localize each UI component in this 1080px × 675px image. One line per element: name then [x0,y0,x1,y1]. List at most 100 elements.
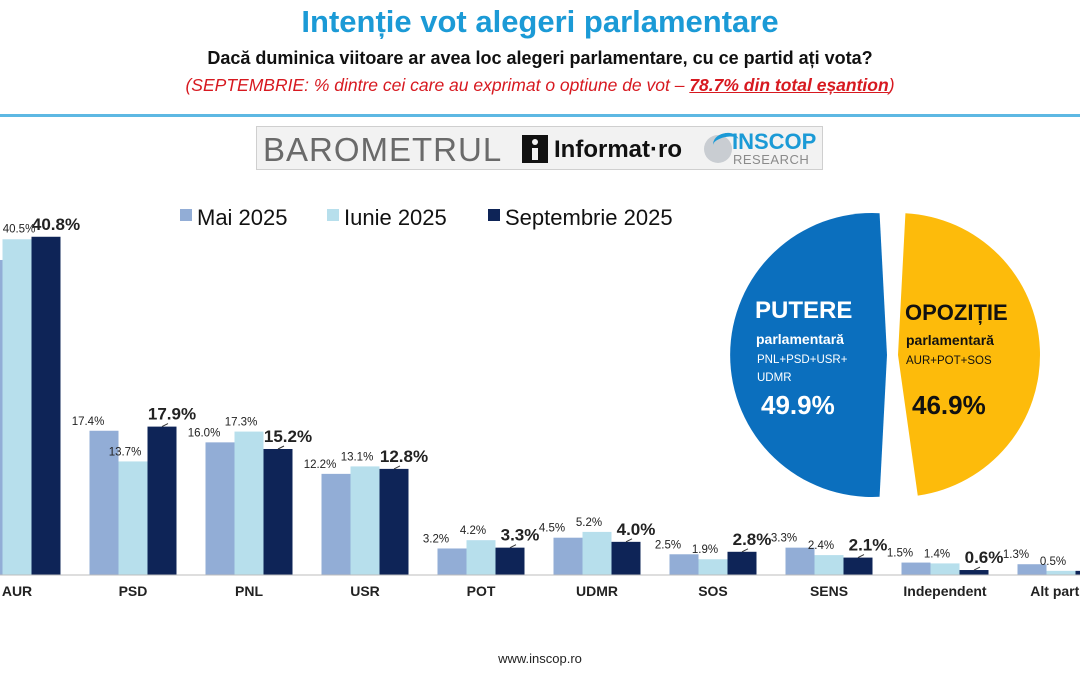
data-label-mai: 16.0% [188,427,221,439]
data-label-septembrie: 15.2% [264,427,312,446]
putere-parties-line1: PNL+PSD+USR+ [757,354,848,366]
bar-mai [0,259,3,575]
informat-logo: Informat·ro [554,136,682,163]
bar-septembrie [379,468,409,575]
bar-iunie [234,431,264,575]
data-label-septembrie: 2.1% [849,536,888,555]
data-label-septembrie: 0.6% [965,548,1004,567]
data-label-iunie: 13.1% [341,451,374,463]
category-label: AUR [2,583,32,599]
bar-mai [89,430,119,575]
bar-iunie [930,563,960,575]
bar-septembrie [495,547,525,575]
bar-iunie [118,461,148,575]
leader-line [973,566,981,571]
inscop-research-label: RESEARCH [733,152,810,167]
bar-septembrie [147,426,177,575]
page-title: Intenție vot alegeri parlamentare [301,4,779,39]
bar-iunie [814,555,844,575]
data-label-mai: 12.2% [304,459,337,471]
data-label-mai: 3.3% [771,533,797,545]
putere-parties-line2: UDMR [757,372,792,384]
category-label: Independent [903,583,987,599]
inscop-logo: INSCOP [732,129,817,154]
category-label: SENS [810,583,848,599]
legend-label-septembrie: Septembrie 2025 [505,205,673,230]
bar-septembrie [1075,570,1080,575]
bar-iunie [2,239,32,575]
bar-septembrie [843,557,873,575]
putere-value: 49.9% [761,390,835,420]
bar-septembrie [31,236,61,575]
category-label: Alt partid [1030,583,1080,599]
category-label: PSD [119,583,148,599]
category-label: SOS [698,583,728,599]
data-label-iunie: 0.5% [1040,556,1066,568]
bar-septembrie [959,570,989,575]
barometrul-logo: BAROMETRUL [263,131,503,168]
bar-septembrie [611,541,641,575]
data-label-iunie: 1.4% [924,548,950,560]
leader-line [393,465,401,470]
sample-note-highlight: 78.7% din total eșantion [689,75,889,95]
data-label-septembrie: 12.8% [380,447,428,466]
bar-iunie [1046,570,1076,575]
sample-note-prefix: (SEPTEMBRIE: % dintre cei care au exprim… [185,75,690,95]
opozitie-parties: AUR+POT+SOS [906,355,992,367]
opozitie-sublabel: parlamentară [906,332,994,348]
survey-question: Dacă duminica viitoare ar avea loc alege… [207,48,873,68]
data-label-iunie: 17.3% [225,417,258,429]
logo-banner: BAROMETRUL Informat·ro INSCOP RESEARCH [256,126,823,170]
bar-iunie [350,466,380,575]
pie-slice-opozitie [898,213,1040,496]
data-label-mai: 3.2% [423,533,449,545]
data-label-mai: 17.4% [72,416,105,428]
data-label-iunie: 2.4% [808,540,834,552]
data-label-septembrie: 4.0% [617,520,656,539]
bar-iunie [466,540,496,575]
category-label: USR [350,583,380,599]
putere-label: PUTERE [755,297,852,324]
data-label-septembrie: 2.8% [733,530,772,549]
bar-mai [437,548,467,575]
bar-mai [553,537,583,575]
category-label: PNL [235,583,263,599]
data-label-mai: 2.5% [655,539,681,551]
legend-swatch-mai [180,209,192,221]
bar-iunie [582,531,612,575]
legend-swatch-septembrie [488,209,500,221]
data-label-mai: 1.3% [1003,549,1029,561]
data-label-iunie: 13.7% [109,446,142,458]
data-label-septembrie: 17.9% [148,405,196,424]
bar-mai [901,562,931,575]
category-label: POT [467,583,496,599]
leader-line [161,423,169,428]
legend-swatch-iunie [327,209,339,221]
data-label-septembrie: 3.3% [501,526,540,545]
sample-note-suffix: ) [888,75,895,95]
header-divider [0,114,1080,117]
bar-iunie [698,559,728,575]
data-label-iunie: 1.9% [692,544,718,556]
data-label-mai: 1.5% [887,548,913,560]
bar-mai [669,554,699,575]
leader-line [277,445,285,450]
footer-url: www.inscop.ro [498,651,582,666]
opozitie-label: OPOZIȚIE [905,300,1008,325]
leader-line [857,554,865,559]
bar-mai [205,442,235,575]
data-label-iunie: 5.2% [576,517,602,529]
informat-i-icon [522,135,548,163]
bar-septembrie [727,551,757,575]
bar-mai [1017,564,1047,575]
legend-label-mai: Mai 2025 [197,205,288,230]
data-label-iunie: 40.5% [3,223,36,235]
bar-septembrie [263,448,293,575]
legend-label-iunie: Iunie 2025 [344,205,447,230]
data-label-mai: 4.5% [539,523,565,535]
leader-line [625,538,633,543]
data-label-septembrie: 40.8% [32,215,80,234]
pie-slice-putere [730,212,887,497]
bar-mai [321,473,351,575]
